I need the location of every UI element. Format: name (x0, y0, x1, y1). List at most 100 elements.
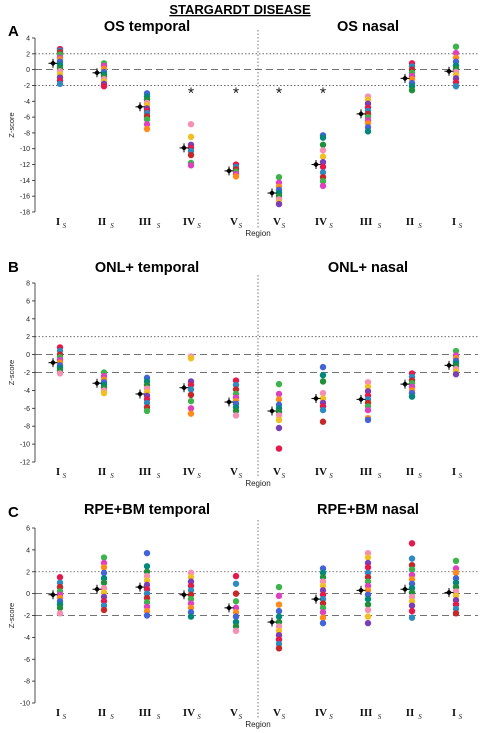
panel-letter: B (8, 259, 19, 276)
data-point (56, 80, 64, 88)
data-point (232, 623, 240, 630)
data-point (232, 627, 240, 635)
data-point (319, 591, 327, 598)
x-category-label: II (98, 466, 107, 478)
data-point (232, 407, 240, 415)
data-point (364, 406, 372, 414)
data-point (232, 598, 240, 605)
x-category-label: V (230, 466, 238, 478)
data-point (100, 593, 108, 601)
x-category-label: V (230, 216, 238, 228)
x-category-label: I (56, 466, 60, 478)
data-point (319, 565, 327, 572)
x-category-subscript: S (418, 222, 422, 230)
data-point (232, 609, 240, 616)
data-point (408, 576, 416, 583)
panel-letter: C (8, 504, 19, 521)
y-tick-label: -10 (20, 442, 30, 449)
data-point (275, 424, 283, 432)
data-point (275, 601, 283, 608)
panels-container: A OS temporal OS nasal -18 -16 -14 -12 -10 -8 -6 -… (7, 19, 478, 729)
panel-A: A OS temporal OS nasal -18 -16 -14 -12 -10 -8 -6 -… (7, 19, 478, 238)
data-point (319, 578, 327, 585)
data-point (275, 396, 283, 403)
data-point (408, 87, 416, 94)
group-mean-marker (226, 604, 232, 611)
y-tick-label: -2 (24, 83, 30, 90)
data-point (232, 613, 240, 620)
data-point (187, 354, 195, 362)
group-mean-marker (94, 586, 100, 593)
data-point (143, 116, 151, 123)
x-category-subscript: S (239, 713, 243, 721)
data-point (319, 595, 327, 603)
data-point (364, 587, 372, 594)
group-mean-marker (446, 362, 452, 369)
x-category-subscript: S (197, 713, 201, 721)
group-mean-marker (269, 190, 275, 197)
data-point (319, 158, 327, 166)
data-point (143, 603, 151, 610)
data-point (56, 579, 64, 586)
data-point (187, 162, 195, 169)
group-mean-marker (50, 359, 56, 366)
data-point (187, 595, 195, 603)
x-axis-label: Region (245, 229, 270, 238)
data-point (187, 381, 195, 389)
y-tick-label: -6 (24, 657, 30, 664)
data-point (364, 559, 372, 567)
data-point (187, 600, 195, 607)
data-point (319, 600, 327, 607)
y-tick-label: 4 (26, 547, 30, 554)
group-mean-marker (181, 591, 187, 598)
group-mean-marker (226, 167, 232, 174)
data-point (100, 598, 108, 605)
y-axis-label: Z-score (7, 112, 16, 137)
group-mean-marker (94, 69, 100, 76)
data-point (100, 564, 108, 571)
panel-title-right: OS nasal (337, 19, 399, 35)
y-tick-label: 8 (26, 281, 30, 288)
data-point (408, 571, 416, 579)
data-point (232, 572, 240, 580)
data-point (408, 614, 416, 621)
group-mean-marker (402, 381, 408, 388)
group-mean-marker (358, 587, 364, 594)
y-tick-label: -2 (24, 370, 30, 377)
x-category-label: II (98, 707, 107, 719)
data-point (319, 587, 327, 594)
x-category-subscript: S (459, 713, 463, 721)
data-point (100, 589, 108, 596)
data-point (408, 598, 416, 605)
x-category-label: I (56, 707, 60, 719)
data-point (100, 83, 108, 90)
y-axis-label: Z-score (7, 603, 16, 628)
data-point (275, 416, 283, 424)
data-point (56, 610, 64, 617)
significance-asterisk: * (233, 86, 239, 103)
x-category-subscript: S (329, 222, 333, 230)
data-point (232, 381, 240, 389)
x-category-label: IV (315, 216, 327, 228)
data-point (187, 587, 195, 594)
significance-asterisk: * (188, 86, 194, 103)
data-point (364, 591, 372, 598)
data-point (452, 565, 460, 572)
data-point (452, 557, 460, 565)
data-point (364, 379, 372, 386)
data-point (143, 572, 151, 580)
data-point (143, 121, 151, 128)
y-tick-label: -8 (24, 130, 30, 137)
x-category-subscript: S (157, 713, 161, 721)
data-point (143, 568, 151, 575)
data-point (408, 555, 416, 562)
y-tick-label: 0 (26, 591, 30, 598)
x-category-label: IV (315, 707, 327, 719)
panel-title-left: OS temporal (104, 19, 190, 35)
data-point (452, 592, 460, 600)
data-point (143, 607, 151, 615)
y-tick-label: 2 (26, 51, 30, 58)
x-category-subscript: S (459, 222, 463, 230)
data-point (275, 618, 283, 626)
